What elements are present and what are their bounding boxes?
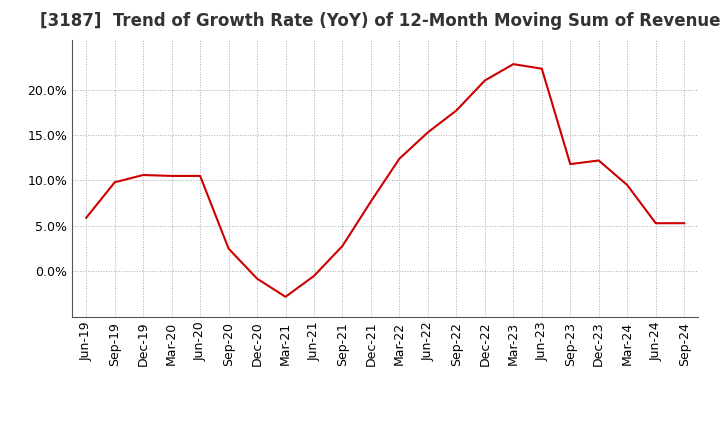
Title: [3187]  Trend of Growth Rate (YoY) of 12-Month Moving Sum of Revenues: [3187] Trend of Growth Rate (YoY) of 12-…	[40, 12, 720, 30]
